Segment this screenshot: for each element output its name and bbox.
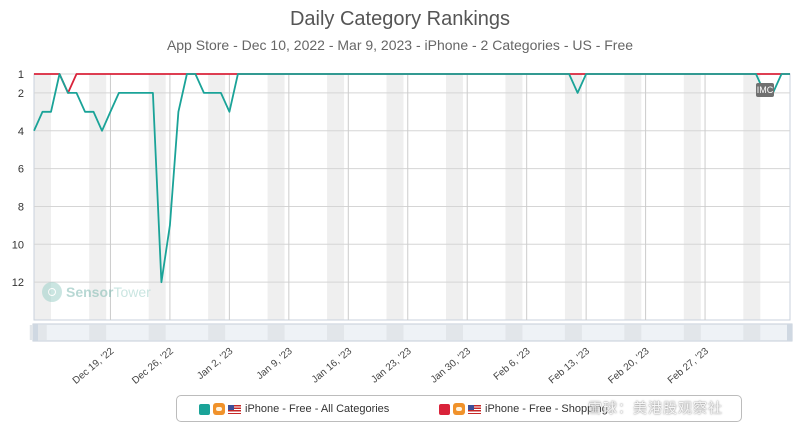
x-tick-label: Dec 19, '22: [71, 346, 117, 387]
imc-badge[interactable]: IMC: [756, 83, 774, 97]
navigator-band: [445, 325, 463, 340]
x-tick-label: Jan 9, '23: [255, 346, 295, 382]
chart-subtitle: App Store - Dec 10, 2022 - Mar 9, 2023 -…: [166, 37, 634, 53]
legend-swatch-teal: [199, 403, 210, 415]
y-tick-label: 6: [18, 164, 24, 176]
weekend-band: [743, 74, 761, 320]
app-icon: [213, 403, 225, 415]
watermark-text-tower: Tower: [113, 284, 151, 300]
x-tick-label: Jan 16, '23: [310, 346, 355, 386]
x-tick-label: Feb 13, '23: [547, 346, 592, 387]
navigator-band: [327, 325, 345, 340]
weekend-band: [267, 74, 285, 320]
navigator-handle-right: [787, 324, 792, 341]
x-tick-label: Feb 27, '23: [666, 346, 711, 387]
series-line-all-categories: [33, 73, 790, 284]
us-flag-icon: [468, 404, 481, 414]
app-icon: [453, 403, 465, 415]
navigator-band: [564, 325, 582, 340]
y-tick-label: 12: [12, 277, 24, 289]
navigator-band: [386, 325, 404, 340]
navigator-band: [683, 325, 701, 340]
y-tick-label: 8: [18, 201, 24, 213]
weekend-band: [327, 74, 345, 320]
navigator-track: [32, 323, 793, 342]
y-tick-label: 1: [18, 69, 24, 81]
sensor-tower-logo-icon: [42, 282, 62, 302]
legend-label: iPhone - Free - All Categories: [245, 403, 390, 415]
navigator-handle-left: [33, 324, 38, 341]
weekend-band: [445, 74, 463, 320]
weekend-band: [683, 74, 701, 320]
x-tick-label: Feb 20, '23: [606, 346, 651, 387]
weekend-band: [34, 74, 51, 320]
navigator-band: [208, 325, 226, 340]
y-tick-label: 10: [12, 239, 24, 251]
y-tick-label: 2: [18, 88, 24, 100]
weekend-band: [89, 74, 107, 320]
xueqiu-watermark: 雪球：美港股观察社: [588, 400, 723, 416]
legend-item-shopping[interactable]: iPhone - Free - Shopping: [439, 401, 608, 417]
chart-legend: iPhone - Free - All Categories iPhone - …: [176, 395, 742, 422]
legend-swatch-red: [439, 403, 450, 415]
weekend-band: [386, 74, 404, 320]
x-tick-label: Dec 26, '22: [130, 346, 176, 387]
y-tick-label: 4: [18, 126, 24, 138]
legend-item-all-categories[interactable]: iPhone - Free - All Categories: [199, 401, 389, 417]
x-tick-label: Jan 2, '23: [195, 346, 235, 382]
x-tick-label: Jan 23, '23: [369, 346, 414, 386]
navigator-band: [743, 325, 761, 340]
navigator-band: [624, 325, 642, 340]
series-line-shopping: [34, 73, 790, 94]
watermark-text-sensor: Sensor: [66, 284, 114, 300]
x-tick-label: Feb 6, '23: [492, 346, 533, 383]
legend-label: iPhone - Free - Shopping: [485, 403, 608, 415]
weekend-band: [505, 74, 523, 320]
navigator-band: [505, 325, 523, 340]
navigator-band: [148, 325, 166, 340]
weekend-band: [564, 74, 582, 320]
us-flag-icon: [228, 404, 241, 414]
navigator-band: [29, 325, 47, 340]
weekend-band: [208, 74, 226, 320]
x-tick-label: Jan 30, '23: [429, 346, 474, 386]
navigator-band: [89, 325, 107, 340]
navigator-band: [267, 325, 285, 340]
weekend-band: [624, 74, 642, 320]
sensor-tower-watermark: SensorTower: [42, 281, 151, 303]
chart-title: Daily Category Rankings: [289, 8, 511, 30]
